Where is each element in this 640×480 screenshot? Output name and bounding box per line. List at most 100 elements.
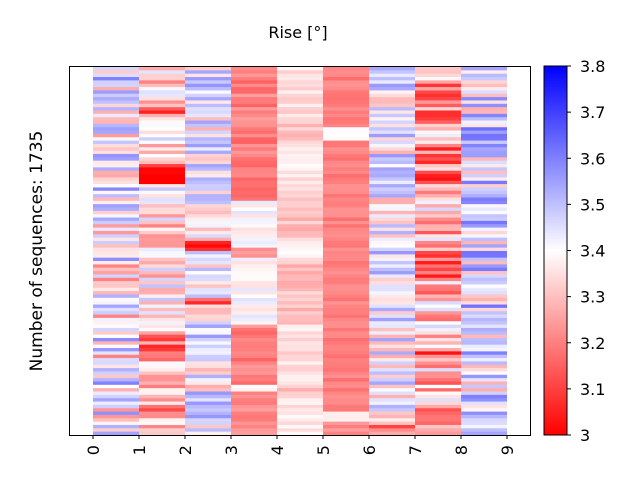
heatmap-cell [323,281,369,285]
heatmap-cell [323,90,369,95]
heatmap-cell [415,133,461,138]
heatmap-cell [185,207,231,212]
heatmap-cell [323,113,369,118]
heatmap-cell [277,291,323,295]
heatmap-cell [277,147,323,152]
x-tick-label: 7 [406,445,425,455]
heatmap-cell [185,73,231,78]
heatmap-cell [93,90,139,95]
heatmap-cell [185,394,231,399]
heatmap-cell [323,184,369,188]
heatmap-cell [231,257,277,262]
heatmap-cell [277,137,323,141]
heatmap-cell [185,314,231,319]
heatmap-cell [139,361,185,366]
heatmap-cell [139,164,185,168]
heatmap-cell [277,351,323,356]
heatmap-cell [185,428,231,433]
heatmap-cell [139,133,185,138]
heatmap-cell [415,113,461,118]
heatmap-cell [461,384,507,389]
heatmap-cell [415,337,461,342]
heatmap-cell [415,394,461,399]
heatmap-cell [139,83,185,88]
x-tick-label: 3 [222,445,241,455]
heatmap-cell [185,334,231,339]
heatmap-cell [93,237,139,242]
heatmap-cell [369,147,415,152]
heatmap-cell [185,187,231,192]
heatmap-cell [415,418,461,423]
heatmap-cell [139,368,185,372]
heatmap-cell [139,230,185,235]
heatmap-cell [415,314,461,319]
heatmap-cell [277,391,323,396]
heatmap-cell [369,150,415,155]
heatmap-cell [415,341,461,346]
heatmap-cell [415,291,461,295]
heatmap-cell [93,324,139,329]
heatmap-cell [415,100,461,105]
heatmap-cell [369,257,415,262]
heatmap-cell [415,194,461,198]
heatmap-cell [369,87,415,91]
heatmap-cell [185,297,231,302]
heatmap-cell [369,170,415,175]
heatmap-cell [415,174,461,178]
heatmap-cell [231,70,277,75]
heatmap-cell [93,103,139,108]
heatmap-cell [185,77,231,81]
heatmap-cell [323,73,369,78]
heatmap-cell [277,150,323,155]
heatmap-cell [231,113,277,118]
heatmap-cell [93,321,139,325]
heatmap-cell [93,130,139,135]
heatmap-cell [185,123,231,128]
heatmap-cell [93,70,139,75]
heatmap-cell [139,207,185,212]
heatmap-cell [93,180,139,185]
heatmap-cell [185,80,231,85]
heatmap-cell [93,184,139,188]
heatmap-cell [461,70,507,75]
heatmap-cell [369,324,415,329]
heatmap-cell [139,190,185,195]
heatmap-cell [369,394,415,399]
heatmap-cell [231,274,277,279]
heatmap-cell [369,137,415,141]
heatmap-cell [277,210,323,215]
colorbar-tick-label: 3.4 [580,242,605,261]
heatmap-cell [415,130,461,135]
heatmap-cell [139,394,185,399]
heatmap-cell [461,224,507,228]
heatmap-cell [231,287,277,292]
heatmap-cell [461,107,507,111]
heatmap-cell [461,291,507,295]
heatmap-cell [231,354,277,359]
heatmap-cell [461,247,507,252]
heatmap-cell [231,398,277,402]
heatmap-cell [369,317,415,322]
heatmap-cell [139,217,185,222]
heatmap-cell [369,431,415,436]
heatmap-cell [277,344,323,349]
heatmap-cell [277,354,323,359]
heatmap-cell [277,414,323,419]
chart-title: Rise [°] [268,23,327,42]
heatmap-cell [231,187,277,192]
heatmap-cell [185,264,231,269]
heatmap-cell [139,237,185,242]
heatmap-cell [323,207,369,212]
colorbar-tick-label: 3.1 [580,380,605,399]
heatmap-cell [231,381,277,386]
heatmap-cell [415,307,461,312]
heatmap-cell [185,150,231,155]
heatmap-cell [323,170,369,175]
heatmap-cell [323,311,369,315]
heatmap-cell [185,137,231,141]
heatmap-cell [185,184,231,188]
heatmap-cell [323,120,369,125]
heatmap-cell [323,210,369,215]
heatmap-cell [93,157,139,162]
heatmap-cell [139,431,185,436]
